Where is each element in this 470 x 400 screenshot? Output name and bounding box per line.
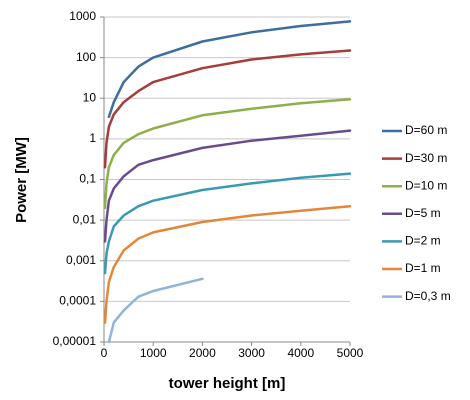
x-tick-label: 1000 bbox=[140, 346, 167, 360]
series-line bbox=[107, 277, 204, 344]
legend-label: D=10 m bbox=[405, 178, 447, 192]
x-tick-label: 0 bbox=[101, 346, 108, 360]
series-line bbox=[103, 172, 352, 275]
y-tick-label: 0,001 bbox=[66, 253, 96, 267]
x-tick-label: 5000 bbox=[337, 346, 364, 360]
y-tick-label: 0,00001 bbox=[53, 334, 97, 348]
y-tick-label: 10 bbox=[83, 90, 97, 104]
legend-label: D=0,3 m bbox=[405, 289, 451, 303]
legend-label: D=5 m bbox=[405, 206, 441, 220]
legend-label: D=2 m bbox=[405, 234, 441, 248]
y-axis-label: Power [MW] bbox=[13, 137, 30, 223]
x-axis-label: tower height [m] bbox=[169, 375, 286, 392]
legend-label: D=30 m bbox=[405, 151, 447, 165]
series-line bbox=[103, 97, 352, 210]
y-tick-label: 1000 bbox=[69, 9, 96, 23]
series-line bbox=[103, 49, 352, 169]
x-tick-label: 4000 bbox=[287, 346, 314, 360]
legend-label: D=60 m bbox=[405, 123, 447, 137]
y-tick-label: 1 bbox=[89, 131, 96, 145]
y-tick-label: 0,0001 bbox=[59, 294, 96, 308]
x-tick-label: 2000 bbox=[189, 346, 216, 360]
x-tick-label: 3000 bbox=[238, 346, 265, 360]
y-tick-label: 0,01 bbox=[73, 212, 97, 226]
y-tick-label: 0,1 bbox=[79, 172, 96, 186]
y-tick-label: 100 bbox=[76, 50, 96, 64]
series-line bbox=[103, 129, 352, 243]
series-line bbox=[107, 20, 352, 119]
series-line bbox=[103, 204, 352, 324]
legend-label: D=1 m bbox=[405, 261, 441, 275]
